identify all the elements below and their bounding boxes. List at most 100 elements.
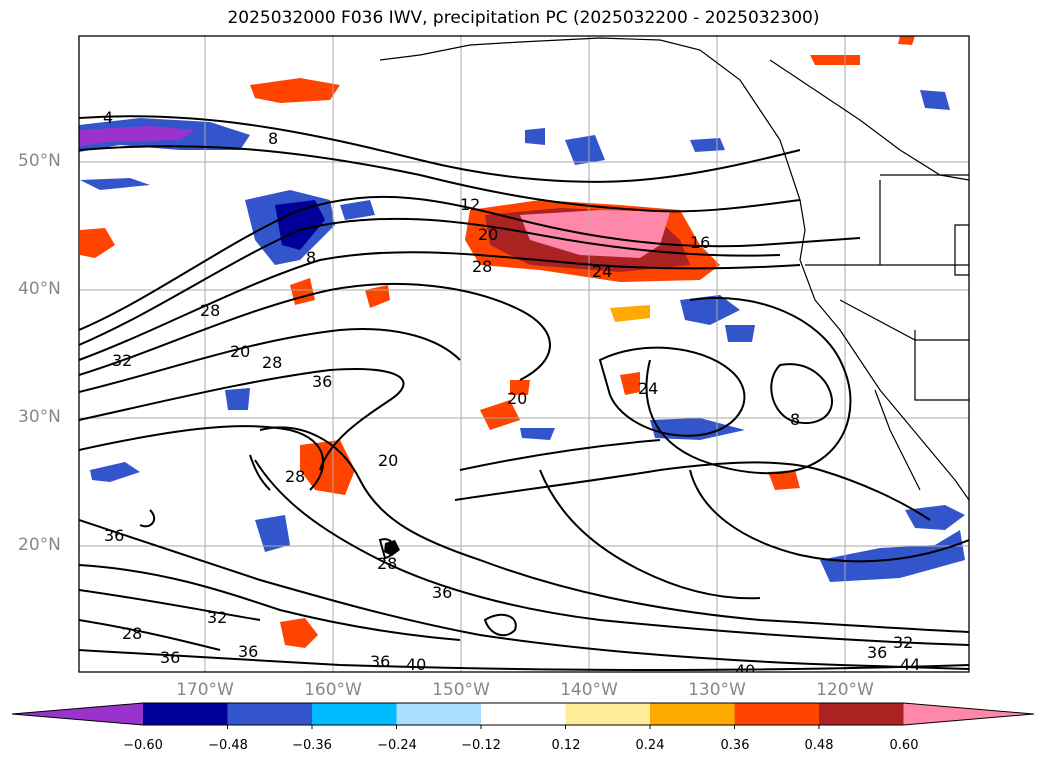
positive-anomaly-area bbox=[80, 228, 115, 258]
positive-anomaly-area bbox=[510, 380, 530, 395]
graticule bbox=[79, 36, 969, 672]
positive-anomaly-area bbox=[280, 618, 318, 648]
colorbar-tick-label: 0.24 bbox=[635, 738, 665, 753]
contour-label: 36 bbox=[370, 652, 390, 671]
contour-label: 36 bbox=[160, 648, 180, 667]
contour-label: 40 bbox=[735, 661, 755, 680]
lon-label: 140°W bbox=[560, 680, 618, 700]
contour-label: 12 bbox=[460, 195, 480, 214]
contour-label: 36 bbox=[238, 642, 258, 661]
colorbar-tick-label: 0.12 bbox=[551, 738, 581, 753]
colorbar-segment bbox=[819, 703, 904, 725]
positive-anomaly-area bbox=[810, 55, 860, 65]
colorbar-segment bbox=[481, 703, 566, 725]
colorbar-tick-label: −0.24 bbox=[377, 738, 417, 753]
contour-label: 24 bbox=[638, 379, 658, 398]
colorbar-segment bbox=[565, 703, 651, 725]
colorbar-tick-label: −0.12 bbox=[461, 738, 501, 753]
contour-label: 36 bbox=[432, 583, 452, 602]
colorbar-tick-label: 0.36 bbox=[720, 738, 750, 753]
colorbar-tick-label: 0.60 bbox=[889, 738, 919, 753]
hawaii-islands bbox=[384, 540, 400, 556]
contour-label: 32 bbox=[893, 633, 913, 652]
colorbar-segment bbox=[396, 703, 482, 725]
negative-anomaly-area bbox=[680, 295, 740, 325]
negative-anomaly-area bbox=[340, 200, 375, 220]
coastlines bbox=[379, 37, 969, 501]
negative-anomaly-area bbox=[905, 505, 965, 530]
positive-anomaly-area bbox=[768, 470, 800, 490]
negative-anomaly-area bbox=[255, 515, 290, 552]
contour-label: 40 bbox=[406, 655, 426, 674]
contour-label: 28 bbox=[472, 257, 492, 276]
lon-label: 120°W bbox=[816, 680, 874, 700]
negative-anomaly-area bbox=[525, 128, 545, 145]
contour-label: 24 bbox=[592, 262, 612, 281]
colorbar bbox=[11, 702, 1035, 729]
colorbar-extend-min bbox=[12, 703, 143, 725]
contour-label: 28 bbox=[262, 353, 282, 372]
contour-label: 8 bbox=[306, 248, 316, 267]
positive-anomaly-area bbox=[480, 400, 520, 430]
contour-label: 20 bbox=[378, 451, 398, 470]
iwv-contours bbox=[79, 115, 969, 672]
lon-label: 130°W bbox=[688, 680, 746, 700]
negative-anomaly-area bbox=[690, 138, 725, 152]
contour-label: 32 bbox=[207, 608, 227, 627]
colorbar-tick-label: −0.48 bbox=[208, 738, 248, 753]
negative-anomaly-area bbox=[79, 126, 195, 146]
lat-label: 40°N bbox=[18, 279, 61, 299]
map-title: 2025032000 F036 IWV, precipitation PC (2… bbox=[227, 8, 820, 28]
colorbar-segment bbox=[143, 703, 228, 725]
contour-label: 36 bbox=[867, 643, 887, 662]
lat-label: 20°N bbox=[18, 535, 61, 555]
contour-label: 28 bbox=[285, 467, 305, 486]
contour-label-group: 4 8 12 16 20 24 28 28 32 36 20 28 36 20 … bbox=[103, 108, 920, 680]
negative-anomaly-area bbox=[275, 200, 325, 250]
contour-label: 20 bbox=[230, 342, 250, 361]
colorbar-outline bbox=[11, 702, 1035, 726]
lat-label: 30°N bbox=[18, 407, 61, 427]
lon-label: 170°W bbox=[176, 680, 234, 700]
colorbar-tick-label: −0.60 bbox=[123, 738, 163, 753]
contour-label: 36 bbox=[104, 526, 124, 545]
contour-label: 32 bbox=[112, 351, 132, 370]
map-frame bbox=[78, 35, 970, 673]
colorbar-tick-label: 0.48 bbox=[804, 738, 834, 753]
negative-anomaly-area bbox=[90, 462, 140, 482]
positive-anomaly-area bbox=[610, 305, 650, 322]
contour-label: 36 bbox=[312, 372, 332, 391]
negative-anomaly-area bbox=[80, 178, 150, 190]
map-plot-area: 4 8 12 16 20 24 28 28 32 36 20 28 36 20 … bbox=[79, 36, 969, 680]
negative-anomaly-area bbox=[920, 90, 950, 110]
lon-label: 150°W bbox=[432, 680, 490, 700]
negative-anomaly-area bbox=[225, 388, 250, 410]
negative-anomaly-area bbox=[725, 325, 755, 342]
positive-anomaly-area bbox=[620, 372, 640, 395]
positive-anomaly-area bbox=[365, 285, 390, 308]
negative-anomaly-area bbox=[520, 428, 555, 440]
contour-label: 4 bbox=[103, 108, 113, 127]
contour-label: 16 bbox=[690, 233, 710, 252]
contour-label: 28 bbox=[122, 624, 142, 643]
colorbar-segment bbox=[650, 703, 735, 725]
colorbar-extend-max bbox=[903, 703, 1034, 725]
colorbar-segment bbox=[227, 703, 313, 725]
contour-label: 20 bbox=[507, 389, 527, 408]
contour-label: 8 bbox=[790, 410, 800, 429]
colorbar-tick-label: −0.36 bbox=[292, 738, 332, 753]
contour-label: 8 bbox=[268, 129, 278, 148]
contour-label: 28 bbox=[200, 301, 220, 320]
colorbar-segment bbox=[734, 703, 820, 725]
negative-anomaly-area bbox=[565, 135, 605, 165]
contour-label: 44 bbox=[900, 655, 920, 674]
positive-anomaly-area bbox=[520, 210, 670, 258]
contour-label: 28 bbox=[377, 554, 397, 573]
positive-anomaly-area bbox=[898, 36, 915, 45]
negative-anomaly-area bbox=[820, 530, 965, 582]
positive-anomaly-area bbox=[250, 78, 340, 103]
lat-label: 50°N bbox=[18, 151, 61, 171]
contour-label: 20 bbox=[478, 225, 498, 244]
colorbar-segment bbox=[312, 703, 397, 725]
